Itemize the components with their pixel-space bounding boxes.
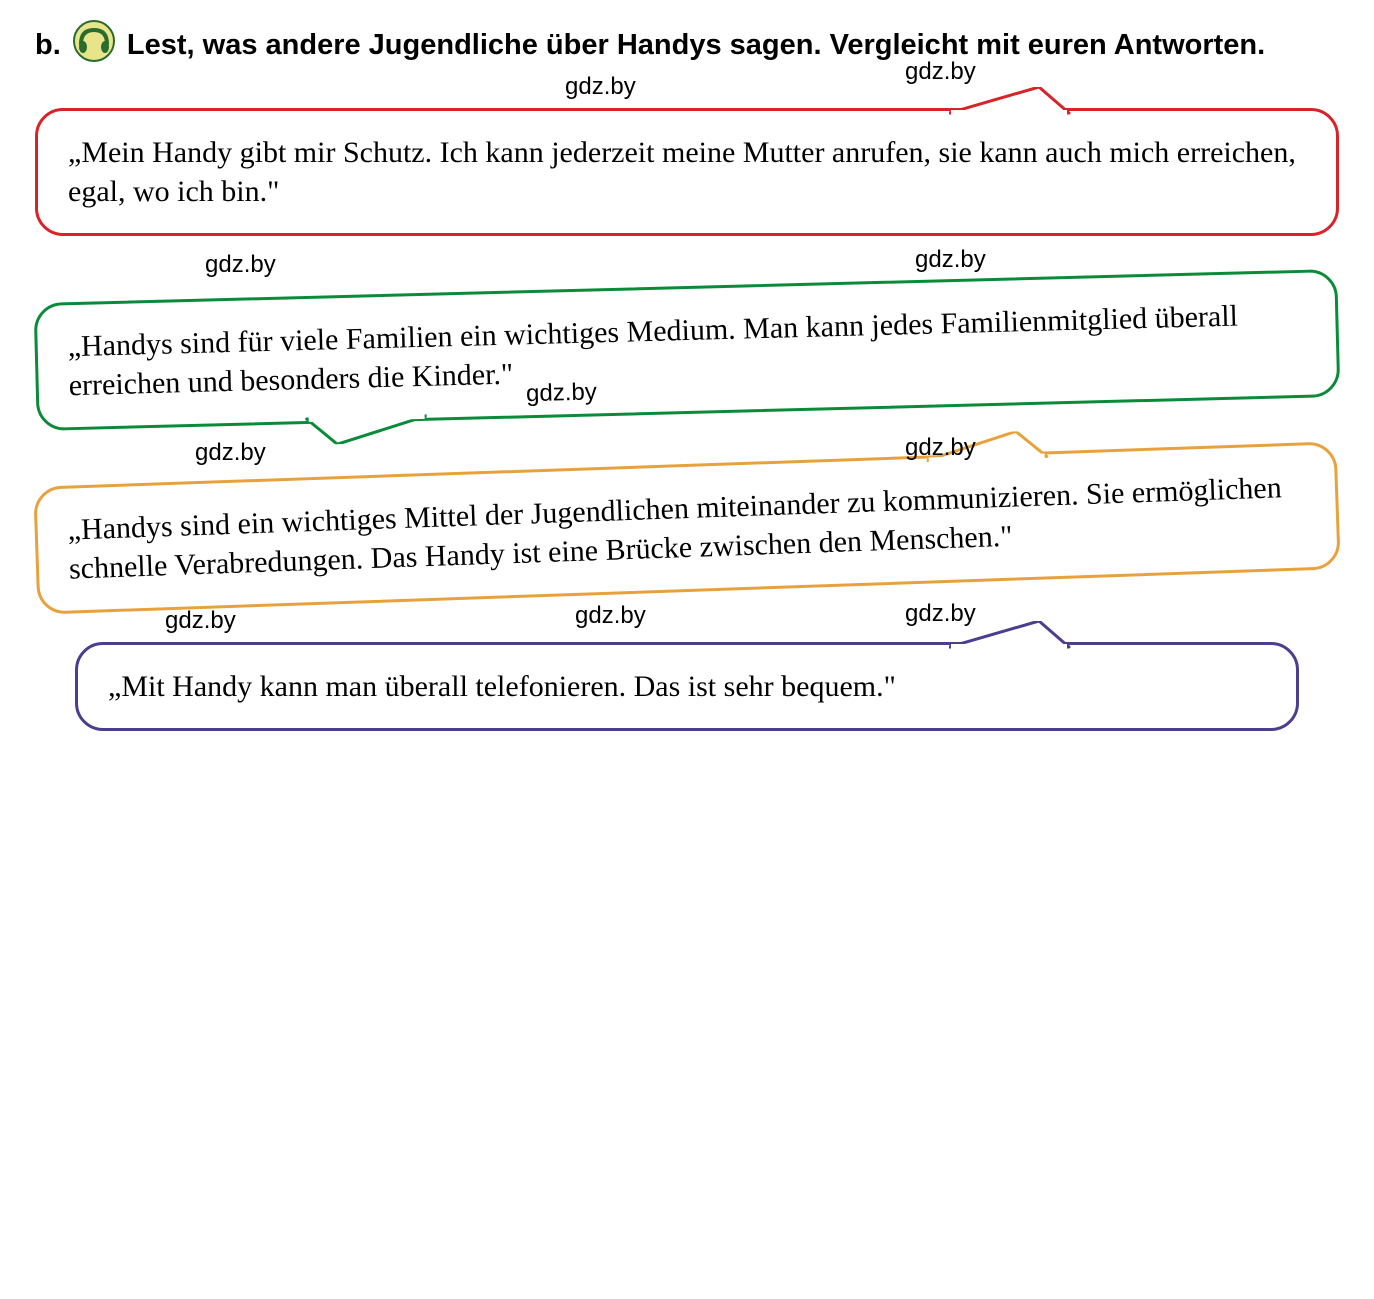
- bubble-content-2: „Handys sind für viele Familien ein wich…: [34, 269, 1341, 431]
- bubble-tail: [949, 87, 1079, 115]
- bubble-content-4: „Mit Handy kann man überall telefonieren…: [75, 642, 1299, 731]
- watermark: gdz.by: [905, 58, 976, 86]
- bubble-content-3: „Handys sind ein wichtiges Mittel der Ju…: [33, 441, 1341, 614]
- headphones-icon: [73, 20, 115, 73]
- speech-bubble-2: „Handys sind für viele Familien ein wich…: [34, 269, 1341, 431]
- watermark: gdz.by: [905, 434, 976, 462]
- instruction-after: Lest, was andere Jugendliche über Handys…: [119, 29, 1265, 61]
- watermark: gdz.by: [565, 73, 636, 101]
- watermark: gdz.by: [195, 439, 266, 467]
- watermark: gdz.by: [526, 379, 597, 409]
- speech-bubble-3: „Handys sind ein wichtiges Mittel der Ju…: [33, 441, 1341, 614]
- instruction-prefix: b.: [35, 29, 61, 61]
- bubble-tail: [297, 414, 428, 445]
- watermark: gdz.by: [165, 607, 236, 635]
- instruction-text: b. Lest, was andere Jugendliche über Han…: [35, 20, 1339, 73]
- watermark: gdz.by: [905, 600, 976, 628]
- bubble-content-1: „Mein Handy gibt mir Schutz. Ich kann je…: [35, 108, 1339, 236]
- watermark: gdz.by: [205, 251, 276, 279]
- speech-bubble-1: gdz.by „Mein Handy gibt mir Schutz. Ich …: [35, 108, 1339, 236]
- watermark: gdz.by: [915, 246, 986, 274]
- speech-bubble-4: „Mit Handy kann man überall telefonieren…: [75, 642, 1299, 731]
- watermark: gdz.by: [575, 602, 646, 630]
- instruction-before: [61, 29, 69, 61]
